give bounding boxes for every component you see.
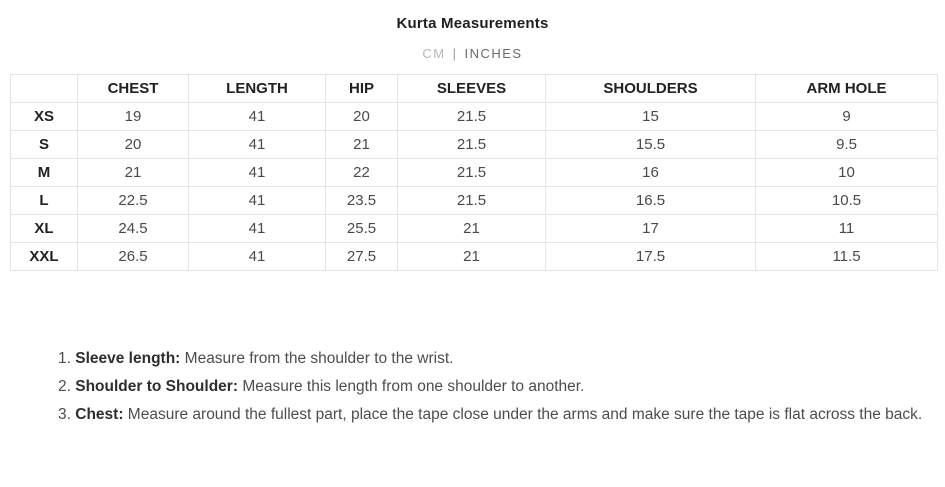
note-text: Measure this length from one shoulder to… xyxy=(242,378,585,395)
cell-chest: 20 xyxy=(77,130,189,159)
cell-length: 41 xyxy=(188,242,326,271)
table-row-xs: XS 19 41 20 21.5 15 9 xyxy=(10,102,938,131)
cell-hip: 25.5 xyxy=(325,214,398,243)
cell-shoulders: 15.5 xyxy=(545,130,756,159)
size-label: XS xyxy=(10,102,78,131)
cell-chest: 26.5 xyxy=(77,242,189,271)
table-row-s: S 20 41 21 21.5 15.5 9.5 xyxy=(10,130,938,159)
note-number: 2. xyxy=(58,378,71,395)
page-title: Kurta Measurements xyxy=(396,15,549,32)
cell-sleeves: 21 xyxy=(397,214,546,243)
note-shoulder-to-shoulder: 2. Shoulder to Shoulder: Measure this le… xyxy=(58,373,926,401)
note-chest: 3. Chest: Measure around the fullest par… xyxy=(58,401,926,429)
cell-chest: 21 xyxy=(77,158,189,187)
cell-armhole: 11 xyxy=(755,214,938,243)
cell-length: 41 xyxy=(188,158,326,187)
cell-shoulders: 15 xyxy=(545,102,756,131)
col-header-sleeves: SLEEVES xyxy=(397,74,546,103)
cell-hip: 27.5 xyxy=(325,242,398,271)
col-header-length: LENGTH xyxy=(188,74,326,103)
table-row-l: L 22.5 41 23.5 21.5 16.5 10.5 xyxy=(10,186,938,215)
cell-length: 41 xyxy=(188,102,326,131)
size-label: XXL xyxy=(10,242,78,271)
cell-sleeves: 21.5 xyxy=(397,186,546,215)
note-label: Sleeve length: xyxy=(75,350,181,367)
note-text: Measure around the fullest part, place t… xyxy=(127,406,923,423)
cell-hip: 20 xyxy=(325,102,398,131)
note-sleeve-length: 1. Sleeve length: Measure from the shoul… xyxy=(58,345,926,373)
cell-armhole: 10.5 xyxy=(755,186,938,215)
cell-shoulders: 16.5 xyxy=(545,186,756,215)
cell-chest: 19 xyxy=(77,102,189,131)
cell-length: 41 xyxy=(188,130,326,159)
note-number: 1. xyxy=(58,350,71,367)
measurement-notes: 1. Sleeve length: Measure from the shoul… xyxy=(58,345,926,429)
table-row-xl: XL 24.5 41 25.5 21 17 11 xyxy=(10,214,938,243)
cell-hip: 22 xyxy=(325,158,398,187)
cell-shoulders: 16 xyxy=(545,158,756,187)
cell-sleeves: 21 xyxy=(397,242,546,271)
cell-chest: 24.5 xyxy=(77,214,189,243)
cell-sleeves: 21.5 xyxy=(397,158,546,187)
measurements-table: CHEST LENGTH HIP SLEEVES SHOULDERS ARM H… xyxy=(10,74,938,271)
cell-shoulders: 17.5 xyxy=(545,242,756,271)
cell-armhole: 9.5 xyxy=(755,130,938,159)
cell-hip: 21 xyxy=(325,130,398,159)
unit-toggle-inches[interactable]: INCHES xyxy=(464,46,523,61)
unit-toggle-cm[interactable]: CM xyxy=(422,46,446,61)
size-label: XL xyxy=(10,214,78,243)
cell-shoulders: 17 xyxy=(545,214,756,243)
cell-chest: 22.5 xyxy=(77,186,189,215)
cell-hip: 23.5 xyxy=(325,186,398,215)
size-label: M xyxy=(10,158,78,187)
table-row-xxl: XXL 26.5 41 27.5 21 17.5 11.5 xyxy=(10,242,938,271)
cell-length: 41 xyxy=(188,186,326,215)
table-header-row: CHEST LENGTH HIP SLEEVES SHOULDERS ARM H… xyxy=(10,74,938,103)
cell-armhole: 10 xyxy=(755,158,938,187)
col-header-chest: CHEST xyxy=(77,74,189,103)
cell-armhole: 11.5 xyxy=(755,242,938,271)
col-header-size xyxy=(10,74,78,103)
size-label: L xyxy=(10,186,78,215)
note-label: Chest: xyxy=(75,406,124,423)
table-row-m: M 21 41 22 21.5 16 10 xyxy=(10,158,938,187)
note-number: 3. xyxy=(58,406,71,423)
size-label: S xyxy=(10,130,78,159)
col-header-shoulders: SHOULDERS xyxy=(545,74,756,103)
cell-length: 41 xyxy=(188,214,326,243)
col-header-armhole: ARM HOLE xyxy=(755,74,938,103)
cell-sleeves: 21.5 xyxy=(397,102,546,131)
note-text: Measure from the shoulder to the wrist. xyxy=(184,350,454,367)
cell-sleeves: 21.5 xyxy=(397,130,546,159)
cell-armhole: 9 xyxy=(755,102,938,131)
note-label: Shoulder to Shoulder: xyxy=(75,378,238,395)
unit-toggle: CM | INCHES xyxy=(0,46,945,61)
col-header-hip: HIP xyxy=(325,74,398,103)
unit-toggle-separator: | xyxy=(452,46,458,61)
